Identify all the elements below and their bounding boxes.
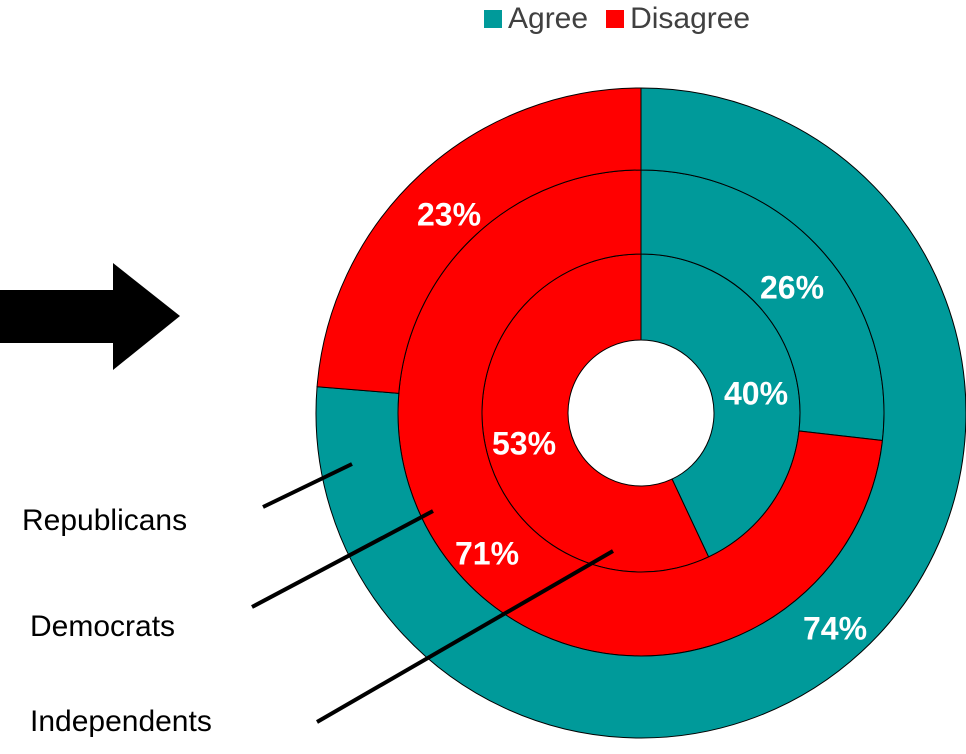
arrow-icon [0,263,180,370]
ring-label-democrats: Democrats [30,610,175,643]
data-label-democrats-disagree: 71% [455,535,519,571]
data-label-democrats-agree: 26% [760,269,824,305]
data-label-independents-agree: 40% [724,375,788,411]
data-label-republicans-disagree: 23% [417,196,481,232]
ring-label-republicans: Republicans [22,504,187,537]
data-label-republicans-agree: 74% [803,610,867,646]
data-label-independents-disagree: 53% [492,425,556,461]
ring-label-independents: Independents [30,705,212,738]
